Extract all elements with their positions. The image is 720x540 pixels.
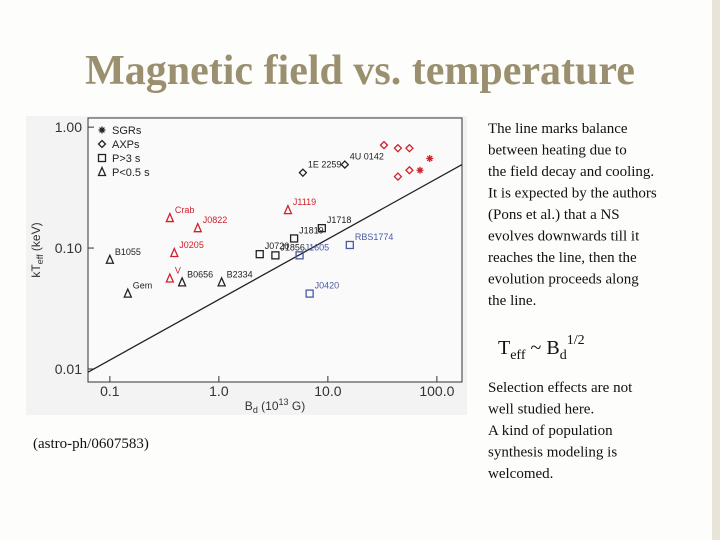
marker: [317, 224, 326, 233]
legend-label: P>3 s: [112, 153, 141, 165]
point-label: J1119: [293, 197, 316, 207]
y-tick-label: 0.10: [55, 240, 82, 256]
paragraph-line: the line.: [488, 293, 536, 309]
legend-marker: [98, 126, 106, 134]
y-tick-label: 0.01: [55, 361, 82, 377]
marker: [177, 276, 187, 287]
paragraph-line: A kind of population: [488, 423, 613, 439]
legend-marker: [97, 165, 107, 177]
paragraph-line: Selection effects are not: [488, 380, 633, 396]
marker: [305, 289, 314, 298]
y-axis-label: kTeff (keV): [29, 222, 45, 277]
marker: [105, 253, 115, 264]
paragraph-line: welcomed.: [488, 466, 553, 482]
marker: [345, 240, 354, 250]
marker: [271, 251, 280, 260]
point-label: Gem: [133, 281, 153, 291]
marker: [340, 160, 350, 170]
legend-label: AXPs: [112, 139, 140, 151]
marker: [165, 272, 175, 283]
paragraph-line: synthesis modeling is: [488, 445, 617, 461]
marker: [123, 287, 133, 298]
paragraph-line: between heating due to: [488, 143, 627, 159]
formula: Teff ~ Bd1/2: [498, 333, 585, 363]
legend-marker: [97, 153, 107, 163]
point-label: J1819: [299, 225, 324, 235]
marker: [217, 276, 227, 287]
paragraph-line: It is expected by the authors: [488, 186, 657, 202]
marker: [405, 143, 414, 153]
marker: [298, 168, 308, 178]
marker: [393, 143, 403, 153]
point-label: J0205: [179, 240, 204, 250]
legend-label: SGRs: [112, 125, 142, 137]
point-label: J0720: [265, 241, 290, 251]
paragraph-line: evolution proceeds along: [488, 272, 639, 288]
x-axis-label-unit-end: G): [289, 399, 306, 413]
point-label: B0656: [187, 269, 213, 279]
point-label: J1605: [305, 242, 330, 252]
marker: [283, 203, 293, 215]
balance-line: [87, 164, 463, 373]
x-axis-label-sub: d: [253, 405, 258, 415]
formula-b: ~ B: [526, 337, 560, 359]
formula-exponent: 1/2: [567, 333, 585, 348]
point-label: B2334: [227, 269, 253, 279]
x-axis-label-unit: (10: [258, 399, 279, 413]
caption: (astro-ph/0607583): [33, 436, 149, 452]
x-axis-label: Bd (1013 G): [245, 397, 305, 415]
point-label: V: [175, 265, 181, 275]
paragraph-line: reaches the line, then the: [488, 250, 637, 266]
marker: [289, 234, 299, 243]
paragraph-line: the field decay and cooling.: [488, 164, 654, 180]
marker: [169, 246, 179, 258]
point-label: J0420: [315, 281, 340, 291]
point-label: RBS1774: [355, 232, 394, 242]
border-strip: [712, 0, 720, 540]
point-label: 1E 2259: [308, 160, 342, 170]
slide-title: Magnetic field vs. temperature: [85, 48, 635, 94]
x-tick-label: 10.0: [314, 383, 341, 399]
formula-t: T: [498, 337, 510, 359]
point-label: Crab: [175, 205, 195, 215]
y-axis-label-main: kT: [29, 264, 43, 278]
plot: 1.00 0.10 0.01 0.1 1.0 10.0 100.0 SGRs AXPs 4U 01…: [55, 119, 463, 399]
marker: [405, 165, 414, 175]
x-axis-label-main: B: [245, 399, 253, 413]
marker: [393, 172, 403, 181]
marker: [165, 211, 175, 223]
x-tick-label: 1.0: [209, 383, 229, 399]
x-axis-label-sup: 13: [279, 397, 289, 407]
side-text: The line marks balance between heating du…: [488, 121, 657, 482]
x-tick-label: 0.1: [100, 383, 120, 399]
paragraph-line: well studied here.: [488, 402, 594, 418]
y-axis-label-unit: (keV): [29, 222, 43, 254]
point-label: J0822: [203, 215, 228, 225]
paragraph-line: (Pons et al.) that a NS: [488, 207, 620, 223]
point-label: J1718: [327, 215, 352, 225]
y-axis-label-sub: eff: [35, 254, 45, 264]
legend-label: P<0.5 s: [112, 167, 150, 179]
point-label: B1055: [115, 247, 141, 257]
x-tick-label: 100.0: [419, 383, 454, 399]
marker: [379, 140, 389, 150]
formula-sub-d: d: [560, 348, 567, 363]
paragraph-line: evolves downwards till it: [488, 229, 640, 245]
legend-marker: [97, 139, 107, 149]
marker: [416, 166, 424, 174]
marker: [426, 155, 434, 163]
formula-sub: eff: [510, 348, 526, 363]
marker: [193, 222, 203, 233]
point-label: J1856: [280, 242, 305, 252]
point-label: 4U 0142: [350, 152, 384, 162]
marker: [255, 250, 264, 259]
y-tick-label: 1.00: [55, 119, 82, 135]
marker: [295, 251, 304, 260]
paragraph-line: The line marks balance: [488, 121, 628, 137]
